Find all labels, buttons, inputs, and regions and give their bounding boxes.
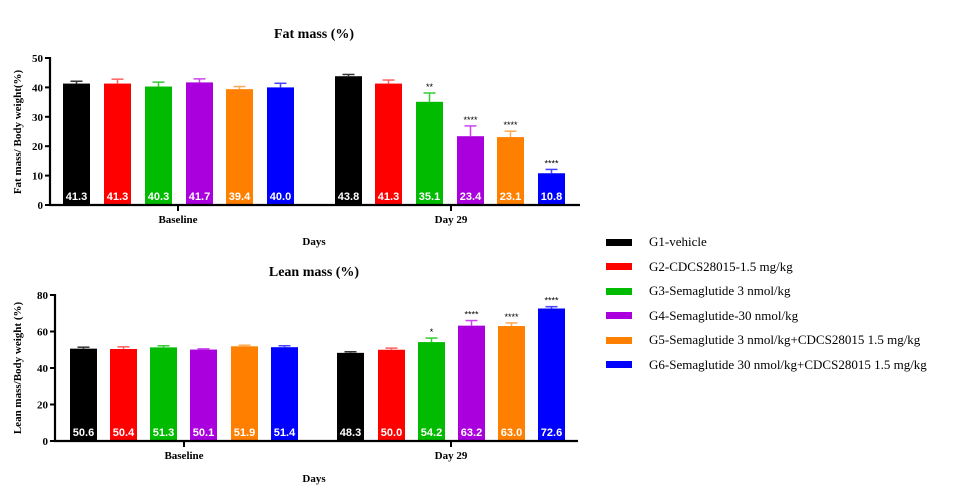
y-tick-label: 60 [37, 327, 49, 339]
y-axis-label: Fat mass/ Body weight(%) [12, 69, 24, 194]
legend: G1-vehicle G2-CDCS28015-1.5 mg/kg G3-Sem… [606, 230, 927, 377]
data-label: 54.2 [421, 427, 442, 439]
data-label: 50.0 [381, 427, 402, 439]
legend-label: G6-Semaglutide 30 nmol/kg+CDCS28015 1.5 … [649, 356, 927, 372]
y-tick-label: 20 [37, 400, 49, 412]
bar [538, 308, 565, 441]
legend-swatch [606, 238, 632, 246]
legend-item: G6-Semaglutide 30 nmol/kg+CDCS28015 1.5 … [606, 353, 927, 378]
y-tick-label: 50 [32, 53, 44, 65]
legend-item: G3-Semaglutide 3 nmol/kg [606, 279, 927, 304]
data-label: 51.4 [274, 427, 296, 439]
x-axis-label: Days [302, 236, 326, 248]
bar [63, 83, 90, 205]
data-label: 41.3 [378, 191, 399, 203]
legend-swatch [606, 263, 632, 271]
bar [418, 342, 445, 441]
bar [190, 349, 217, 441]
bar [110, 349, 137, 441]
x-axis-label: Days [302, 473, 326, 485]
bar [271, 347, 298, 441]
bar [498, 326, 525, 441]
data-label: 50.4 [113, 427, 135, 439]
y-tick-label: 10 [32, 171, 44, 183]
legend-label: G2-CDCS28015-1.5 mg/kg [649, 258, 793, 274]
chart-title: Fat mass (%) [274, 27, 354, 42]
legend-label: G3-Semaglutide 3 nmol/kg [649, 283, 791, 299]
data-label: 41.3 [66, 191, 87, 203]
legend-label: G1-vehicle [649, 234, 707, 250]
bar [335, 76, 362, 205]
data-label: 51.9 [234, 427, 255, 439]
data-label: 63.2 [461, 427, 482, 439]
y-tick-label: 0 [43, 436, 49, 448]
data-label: 43.8 [338, 191, 359, 203]
bar [458, 325, 485, 441]
legend-item: G1-vehicle [606, 230, 927, 255]
significance-label: **** [464, 310, 479, 320]
legend-swatch [606, 336, 632, 344]
bar [457, 136, 484, 205]
data-label: 23.1 [500, 191, 521, 203]
data-label: 39.4 [229, 191, 251, 203]
data-label: 10.8 [541, 191, 562, 203]
data-label: 40.0 [270, 191, 291, 203]
data-label: 23.4 [460, 191, 482, 203]
y-tick-label: 40 [32, 82, 44, 94]
legend-swatch [606, 361, 632, 369]
data-label: 48.3 [340, 427, 361, 439]
data-label: 35.1 [419, 191, 440, 203]
bar [186, 82, 213, 205]
data-label: 50.6 [73, 427, 94, 439]
bar [497, 137, 524, 205]
legend-item: G2-CDCS28015-1.5 mg/kg [606, 255, 927, 280]
data-label: 41.3 [107, 191, 128, 203]
fat-mass-chart: Fat mass (%) Fat mass/ Body weight(%) Da… [12, 27, 580, 248]
bar [337, 352, 364, 441]
y-tick-label: 30 [32, 112, 44, 124]
bar [150, 347, 177, 441]
x-tick-label: Baseline [158, 214, 197, 226]
legend-label: G4-Semaglutide-30 nmol/kg [649, 307, 799, 323]
bar [538, 173, 565, 205]
y-tick-label: 40 [37, 363, 49, 375]
y-tick-label: 80 [37, 290, 49, 302]
data-label: 41.7 [189, 191, 210, 203]
bar [378, 349, 405, 441]
significance-label: **** [503, 120, 518, 130]
x-tick-label: Baseline [164, 450, 203, 462]
bar [145, 86, 172, 205]
data-label: 63.0 [501, 427, 522, 439]
y-axis-label: Lean mass/Body weight (%) [12, 302, 24, 435]
bar [267, 87, 294, 205]
significance-label: ** [426, 82, 434, 92]
bar [375, 83, 402, 205]
x-tick-label: Day 29 [435, 214, 468, 226]
lean-mass-chart: Lean mass (%) Lean mass/Body weight (%) … [12, 265, 578, 485]
data-label: 40.3 [148, 191, 169, 203]
significance-label: **** [504, 312, 519, 322]
bar [70, 348, 97, 441]
data-label: 50.1 [193, 427, 214, 439]
significance-label: * [430, 327, 434, 337]
bar [226, 89, 253, 205]
x-tick-label: Day 29 [435, 450, 468, 462]
legend-swatch [606, 287, 632, 295]
legend-label: G5-Semaglutide 3 nmol/kg+CDCS28015 1.5 m… [649, 332, 921, 348]
legend-swatch [606, 312, 632, 320]
legend-item: G4-Semaglutide-30 nmol/kg [606, 304, 927, 329]
data-label: 72.6 [541, 427, 562, 439]
bar [104, 83, 131, 205]
legend-item: G5-Semaglutide 3 nmol/kg+CDCS28015 1.5 m… [606, 328, 927, 353]
y-tick-label: 0 [38, 200, 44, 212]
bar [416, 101, 443, 205]
significance-label: **** [544, 158, 559, 168]
significance-label: **** [544, 296, 559, 306]
chart-title: Lean mass (%) [269, 265, 360, 280]
y-tick-label: 20 [32, 141, 44, 153]
data-label: 51.3 [153, 427, 174, 439]
significance-label: **** [463, 115, 478, 125]
bar [231, 346, 258, 441]
